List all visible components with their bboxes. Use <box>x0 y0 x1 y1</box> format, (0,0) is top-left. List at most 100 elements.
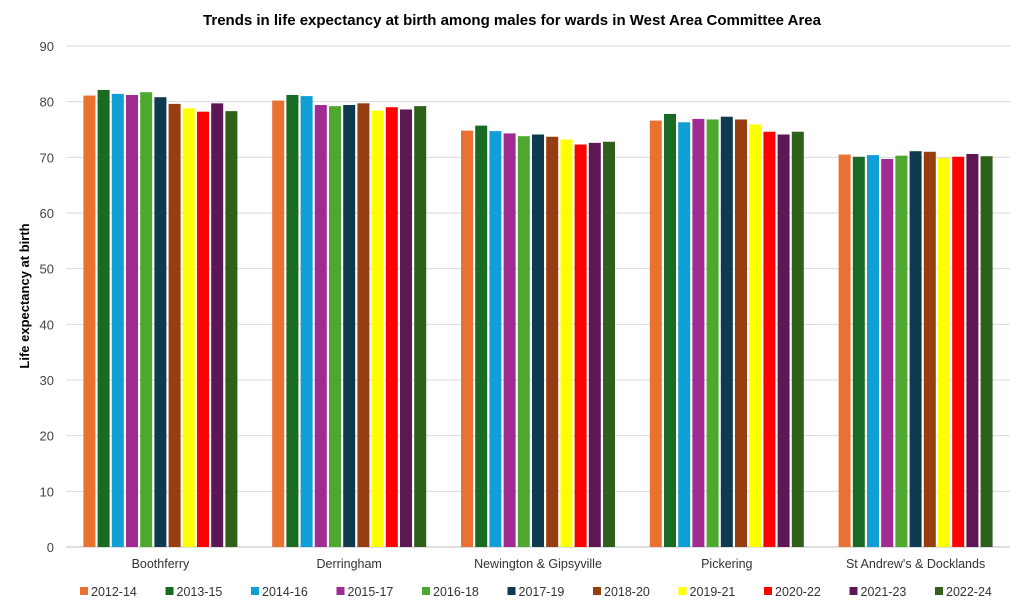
bar-2018-20-Newington & Gipsyville <box>546 136 559 547</box>
bar-2022-24-Boothferry <box>225 111 238 547</box>
bar-2021-23-St Andrew's & Docklands <box>966 153 979 547</box>
legend-swatch <box>422 587 430 595</box>
bar-2013-15-Derringham <box>286 94 299 547</box>
bar-2018-20-Boothferry <box>168 103 181 547</box>
legend-label: 2020-22 <box>775 585 821 599</box>
legend-item: 2020-22 <box>764 585 821 599</box>
legend-swatch <box>935 587 943 595</box>
x-tick-label: St Andrew's & Docklands <box>846 557 985 571</box>
legend-item: 2013-15 <box>165 585 223 599</box>
bar-2017-19-St Andrew's & Docklands <box>909 151 922 547</box>
legend-item: 2014-16 <box>251 585 308 599</box>
x-tick-label: Newington & Gipsyville <box>474 557 602 571</box>
bar-2021-23-Boothferry <box>211 103 224 547</box>
legend-item: 2015-17 <box>336 585 394 599</box>
bar-2014-16-Derringham <box>300 96 313 547</box>
bar-2016-18-Boothferry <box>140 92 153 547</box>
bar-2013-15-St Andrew's & Docklands <box>852 156 865 547</box>
legend-swatch <box>849 587 858 595</box>
y-tick-label: 90 <box>40 39 54 54</box>
legend-item: 2012-14 <box>80 585 137 599</box>
chart-title: Trends in life expectancy at birth among… <box>203 12 822 29</box>
bar-2015-17-Pickering <box>692 118 705 547</box>
bar-2013-15-Pickering <box>664 113 676 547</box>
bar-2016-18-St Andrew's & Docklands <box>895 155 908 547</box>
x-tick-label: Boothferry <box>132 557 190 571</box>
bar-2017-19-Newington & Gipsyville <box>532 134 544 547</box>
x-tick-label: Derringham <box>317 557 382 571</box>
bar-2019-21-Boothferry <box>182 108 195 547</box>
legend-swatch <box>507 587 516 595</box>
y-tick-label: 60 <box>40 206 54 221</box>
bar-2019-21-Pickering <box>749 124 762 548</box>
bar-2022-24-Newington & Gipsyville <box>603 141 615 547</box>
bar-2014-16-Newington & Gipsyville <box>489 131 502 548</box>
legend-item: 2022-24 <box>935 585 992 599</box>
bar-2021-23-Derringham <box>400 109 412 548</box>
legend-label: 2013-15 <box>177 585 223 599</box>
y-tick-label: 10 <box>40 484 54 499</box>
bar-2020-22-St Andrew's & Docklands <box>952 156 965 547</box>
legend-label: 2015-17 <box>348 585 394 599</box>
bar-2021-23-Newington & Gipsyville <box>588 142 601 548</box>
bar-2012-14-Newington & Gipsyville <box>461 130 473 547</box>
bar-2022-24-St Andrew's & Docklands <box>980 156 993 547</box>
y-tick-label: 80 <box>40 95 54 110</box>
y-tick-label: 70 <box>40 150 54 165</box>
y-tick-label: 0 <box>47 540 54 555</box>
bar-2015-17-St Andrew's & Docklands <box>881 159 894 547</box>
bar-2016-18-Derringham <box>329 106 341 548</box>
bar-2013-15-Newington & Gipsyville <box>475 125 488 547</box>
bar-2017-19-Pickering <box>720 116 733 548</box>
legend-item: 2019-21 <box>678 585 736 599</box>
x-tick-label: Pickering <box>701 557 752 571</box>
legend-label: 2014-16 <box>262 585 308 599</box>
bar-2022-24-Derringham <box>414 106 427 548</box>
bar-2017-19-Derringham <box>343 105 356 548</box>
y-tick-label: 20 <box>40 429 54 444</box>
legend-swatch <box>593 587 601 595</box>
bar-2015-17-Newington & Gipsyville <box>503 133 516 547</box>
legend-item: 2018-20 <box>593 585 650 599</box>
bar-2022-24-Pickering <box>791 131 804 547</box>
bar-2017-19-Boothferry <box>154 97 167 548</box>
legend-label: 2019-21 <box>690 585 736 599</box>
y-tick-label: 30 <box>40 373 54 388</box>
legend-label: 2012-14 <box>91 585 137 599</box>
legend-swatch <box>80 587 88 595</box>
bar-2012-14-St Andrew's & Docklands <box>838 154 851 548</box>
bar-2018-20-Pickering <box>735 119 747 547</box>
legend-label: 2021-23 <box>861 585 907 599</box>
bar-2012-14-Boothferry <box>83 95 96 547</box>
bar-2019-21-Derringham <box>371 110 384 547</box>
bar-2020-22-Pickering <box>763 131 776 547</box>
bar-2018-20-Derringham <box>357 103 370 547</box>
bar-2020-22-Derringham <box>385 107 398 547</box>
legend-label: 2022-24 <box>946 585 992 599</box>
bar-2012-14-Derringham <box>272 100 285 547</box>
bar-2012-14-Pickering <box>649 120 662 548</box>
y-axis-label: Life expectancy at birth <box>17 223 32 368</box>
y-tick-label: 50 <box>40 262 54 277</box>
legend-swatch <box>165 587 174 595</box>
bar-2018-20-St Andrew's & Docklands <box>923 151 936 547</box>
legend-item: 2021-23 <box>849 585 907 599</box>
bar-2014-16-Boothferry <box>111 93 124 547</box>
bar-2020-22-Newington & Gipsyville <box>574 144 587 547</box>
bar-2013-15-Boothferry <box>97 89 110 547</box>
bar-2016-18-Pickering <box>706 119 719 547</box>
legend-item: 2016-18 <box>422 585 479 599</box>
y-tick-label: 40 <box>40 317 54 332</box>
legend-label: 2017-19 <box>519 585 565 599</box>
legend-swatch <box>678 587 687 595</box>
bar-2014-16-Pickering <box>678 122 691 547</box>
bar-2014-16-St Andrew's & Docklands <box>867 155 879 547</box>
legend-swatch <box>336 587 345 595</box>
bar-2015-17-Boothferry <box>126 94 138 547</box>
bar-2021-23-Pickering <box>777 134 790 547</box>
legend-label: 2016-18 <box>433 585 479 599</box>
legend-swatch <box>251 587 259 595</box>
bar-2016-18-Newington & Gipsyville <box>517 136 530 547</box>
bar-2019-21-St Andrew's & Docklands <box>938 157 950 547</box>
